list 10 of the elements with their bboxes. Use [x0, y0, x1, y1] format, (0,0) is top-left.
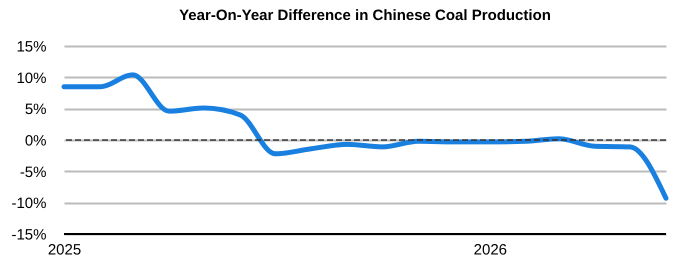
chart-title: Year-On-Year Difference in Chinese Coal Production [179, 7, 551, 24]
y-tick-label: -15% [11, 226, 46, 244]
y-tick-label: 5% [24, 101, 46, 118]
y-tick-label: 10% [16, 70, 46, 87]
y-tick-label: -10% [11, 195, 46, 212]
y-tick-label: -5% [20, 164, 46, 181]
y-tick-label: 15% [16, 38, 46, 56]
y-tick-label: 0% [24, 132, 46, 150]
x-tick-label: 2025 [48, 242, 82, 258]
x-tick-label: 2026 [474, 242, 508, 258]
